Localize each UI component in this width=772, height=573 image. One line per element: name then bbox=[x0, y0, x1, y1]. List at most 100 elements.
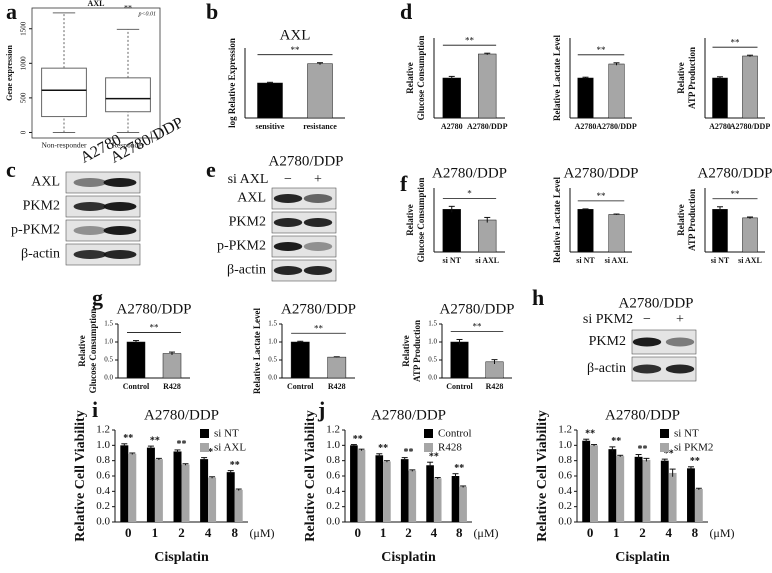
plot-frame bbox=[31, 7, 161, 139]
y-tick-label: 1.5 bbox=[428, 320, 437, 328]
annotation: ** bbox=[429, 451, 439, 462]
bar bbox=[357, 449, 366, 522]
annotation: ** bbox=[597, 45, 607, 55]
blot-row-label: AXL bbox=[237, 191, 266, 206]
chart-title: AXL bbox=[88, 0, 105, 8]
x-tick-label: 1 bbox=[152, 525, 159, 540]
bar bbox=[173, 451, 182, 522]
annotation: ** bbox=[585, 428, 595, 439]
y-tick-label: 0.5 bbox=[104, 356, 113, 364]
blot-band bbox=[103, 202, 137, 211]
y-tick-label: 1.2 bbox=[558, 424, 572, 436]
annotation: ** bbox=[378, 443, 388, 454]
y-tick-label: 1.0 bbox=[428, 338, 437, 346]
x-tick-label: 1 bbox=[380, 525, 387, 540]
y-tick-label: 0.5 bbox=[268, 356, 277, 364]
chart-title: A2780/DDP bbox=[563, 165, 638, 181]
annotation: ** bbox=[353, 434, 363, 445]
legend-label: si NT bbox=[674, 428, 699, 440]
bar bbox=[226, 472, 235, 522]
y-tick-label: 0.4 bbox=[96, 485, 110, 497]
y-tick-label: 1.0 bbox=[558, 439, 572, 451]
y-axis-label: log Relative Expression bbox=[227, 38, 237, 128]
x-tick-label: 2 bbox=[178, 525, 185, 540]
blot-band bbox=[73, 250, 107, 259]
bar bbox=[642, 459, 651, 522]
bar bbox=[712, 209, 728, 253]
blot-row-label: AXL bbox=[31, 175, 60, 190]
chart-title: A2780/DDP bbox=[439, 301, 514, 317]
y-tick-label: 1.5 bbox=[268, 320, 277, 328]
y-tick-label: 0.6 bbox=[96, 470, 110, 482]
y-axis-label: ATP Production bbox=[687, 189, 697, 251]
bar bbox=[426, 465, 434, 522]
x-tick-label: Control bbox=[123, 382, 150, 391]
bar bbox=[712, 77, 728, 119]
legend-swatch bbox=[200, 429, 209, 438]
x-tick-label: si NT bbox=[443, 256, 462, 265]
blot-band bbox=[103, 226, 137, 235]
x-tick-label: A2780 bbox=[441, 122, 463, 131]
legend-swatch bbox=[200, 443, 209, 452]
blot-column-label: − bbox=[643, 312, 651, 327]
y-axis-label: Relative bbox=[676, 62, 686, 94]
note: p<0.01 bbox=[137, 11, 156, 17]
bar bbox=[442, 209, 461, 253]
x-tick-label: 1 bbox=[613, 525, 620, 540]
blot-row-label: p-PKM2 bbox=[11, 223, 60, 238]
blot-row-label: β-actin bbox=[587, 361, 626, 376]
panel-letter: h bbox=[532, 285, 544, 310]
x-tick-label: Control bbox=[446, 382, 473, 391]
legend-swatch bbox=[424, 429, 433, 438]
x-tick-label: A2780 bbox=[575, 122, 597, 131]
blot-band bbox=[665, 337, 695, 347]
y-axis-label: Relative bbox=[405, 62, 415, 94]
y-tick-label: 0.5 bbox=[428, 356, 437, 364]
bar bbox=[181, 464, 190, 522]
bar bbox=[290, 341, 310, 379]
y-tick-label: 1.0 bbox=[96, 439, 110, 451]
x-tick-label: si NT bbox=[711, 256, 730, 265]
y-tick-label: 0.4 bbox=[558, 485, 572, 497]
x-tick-label: 0 bbox=[587, 525, 594, 540]
y-axis-label: Relative Lactate Level bbox=[552, 35, 562, 121]
blot-band bbox=[103, 178, 137, 187]
y-axis-label: Relative bbox=[77, 335, 87, 367]
x-tick-label: si NT bbox=[576, 256, 595, 265]
x-axis-label: Cisplatin bbox=[154, 550, 209, 565]
y-tick-label: 0.2 bbox=[558, 500, 572, 512]
y-tick-label: 0.0 bbox=[326, 516, 340, 528]
x-tick-label: resistance bbox=[303, 122, 337, 131]
blot-band bbox=[273, 266, 303, 275]
annotation: ** bbox=[638, 444, 648, 455]
annotation: ** bbox=[124, 4, 132, 13]
panel-letter: b bbox=[206, 0, 218, 24]
bar bbox=[128, 453, 137, 522]
y-tick-label: 0.6 bbox=[558, 470, 572, 482]
y-axis-label: ATP Production bbox=[687, 47, 697, 109]
chart-title: AXL bbox=[280, 27, 311, 43]
blot-row-label: p-PKM2 bbox=[217, 239, 266, 254]
y-tick-label: 0.0 bbox=[428, 374, 437, 382]
bar bbox=[451, 476, 460, 522]
y-tick-label: 1.5 bbox=[104, 320, 113, 328]
y-tick-label: 0.6 bbox=[326, 470, 340, 482]
y-tick-label: 0.4 bbox=[326, 485, 340, 497]
blot-column-label: + bbox=[676, 312, 684, 327]
bar bbox=[120, 445, 129, 522]
x-tick-label: 2 bbox=[639, 525, 646, 540]
legend-label: R428 bbox=[438, 442, 462, 454]
blot-band bbox=[73, 226, 107, 235]
x-tick-label: Responder bbox=[112, 141, 145, 150]
x-tick-label: 2 bbox=[405, 525, 412, 540]
y-tick-label: 500 bbox=[20, 92, 28, 103]
blot-row-label: β-actin bbox=[21, 247, 60, 262]
chart-title: A2780/DDP bbox=[605, 407, 680, 423]
blot-band bbox=[303, 242, 333, 251]
bar bbox=[307, 63, 333, 119]
y-tick-label: 0.8 bbox=[326, 454, 340, 466]
bar bbox=[668, 472, 677, 522]
x-tick-label: R428 bbox=[328, 382, 346, 391]
annotation: ** bbox=[731, 189, 741, 199]
blot-band bbox=[73, 178, 107, 187]
